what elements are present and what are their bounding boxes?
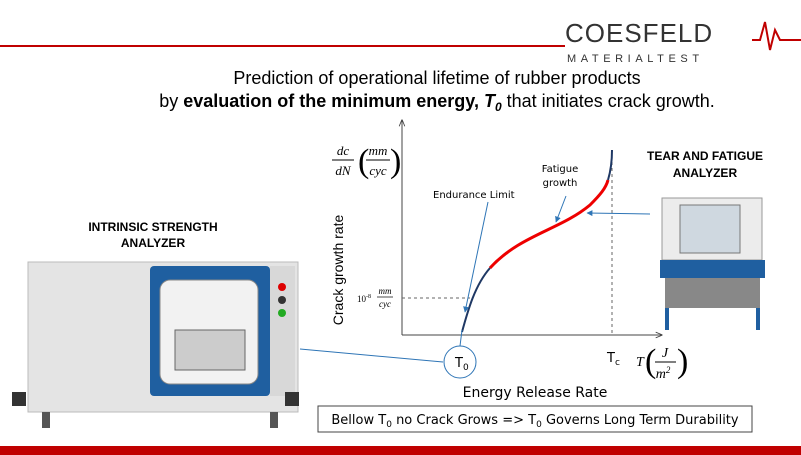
note-sub: 0 [536,420,542,430]
connector [586,210,651,217]
left-label: INTRINSIC STRENGTH [88,220,217,234]
annotation: growth [543,178,578,189]
rate-part: cyc [379,299,391,309]
curve-fatigue [488,179,610,270]
title-subscript: 0 [495,100,502,114]
y-unit-part: mm [369,143,388,158]
annotation-arrow [463,201,489,313]
title-line1: Prediction of operational lifetime of ru… [233,68,640,88]
note-box [317,405,753,433]
title-text: by [159,91,183,111]
rate-part: 10-8 [357,294,371,304]
left-label: ANALYZER [121,236,186,250]
rate-part: mm [379,286,392,296]
y-unit-part: dN [335,163,352,178]
note-part: Governs Long Term Durability [542,413,739,428]
y-unit: dc dN ( mm cyc ) [332,143,401,180]
annotation: Fatigue [542,164,579,175]
paren: ) [390,143,401,180]
t0-label: T0 [454,356,469,373]
x-unit: T ( J m2 ) [636,343,688,382]
x-unit-part: m2 [656,365,671,382]
x-unit-part: J [662,346,669,361]
threshold-rate: 10-8 mm cyc [357,286,393,309]
footer-bar [0,446,801,455]
right-label: ANALYZER [673,166,738,180]
rate-exp: -8 [366,294,371,300]
connector [299,348,444,363]
title-bold: evaluation of the minimum energy, [183,91,484,111]
title-symbol: T [484,91,497,111]
rate-base: 10 [357,294,367,304]
annotation-arrow [555,195,567,223]
paren: ) [677,343,688,380]
logo-name: COESFELD [565,18,713,48]
title-line2: by evaluation of the minimum energy, T0 … [159,91,715,114]
t0-base: T [454,356,463,371]
paren: ( [358,143,369,180]
t0-circle [443,345,477,379]
t0-link [459,329,463,347]
y-axis-label: Crack growth rate [330,215,346,326]
tear-fatigue-analyzer [660,197,765,330]
right-label: TEAR AND FATIGUE [647,149,763,163]
curve-threshold [461,267,491,333]
y-unit-part: dc [337,143,350,158]
t0-sub: 0 [463,363,469,373]
tc-base: T [606,351,615,366]
curve-fracture [607,149,613,181]
y-unit-part: cyc [369,163,387,178]
note-sub: 0 [386,420,392,430]
intrinsic-strength-analyzer [12,261,299,428]
x-unit-exp: 2 [666,365,671,375]
logo-tagline: MATERIALTEST [567,53,704,65]
annotation: Endurance Limit [433,190,515,201]
note-part: no Crack Grows => T [392,413,536,428]
x-axis-label: Energy Release Rate [463,385,608,401]
x-unit-m: m [656,367,666,382]
tc-label: Tc [606,351,620,368]
note-part: Bellow T [331,413,386,428]
title-text: that initiates crack growth. [502,91,715,111]
x-unit-part: T [636,355,645,370]
paren: ( [645,343,656,380]
note-text: Bellow T0 no Crack Grows => T0 Governs L… [331,413,739,430]
logo-pulse [752,21,801,51]
tc-sub: c [615,358,620,368]
